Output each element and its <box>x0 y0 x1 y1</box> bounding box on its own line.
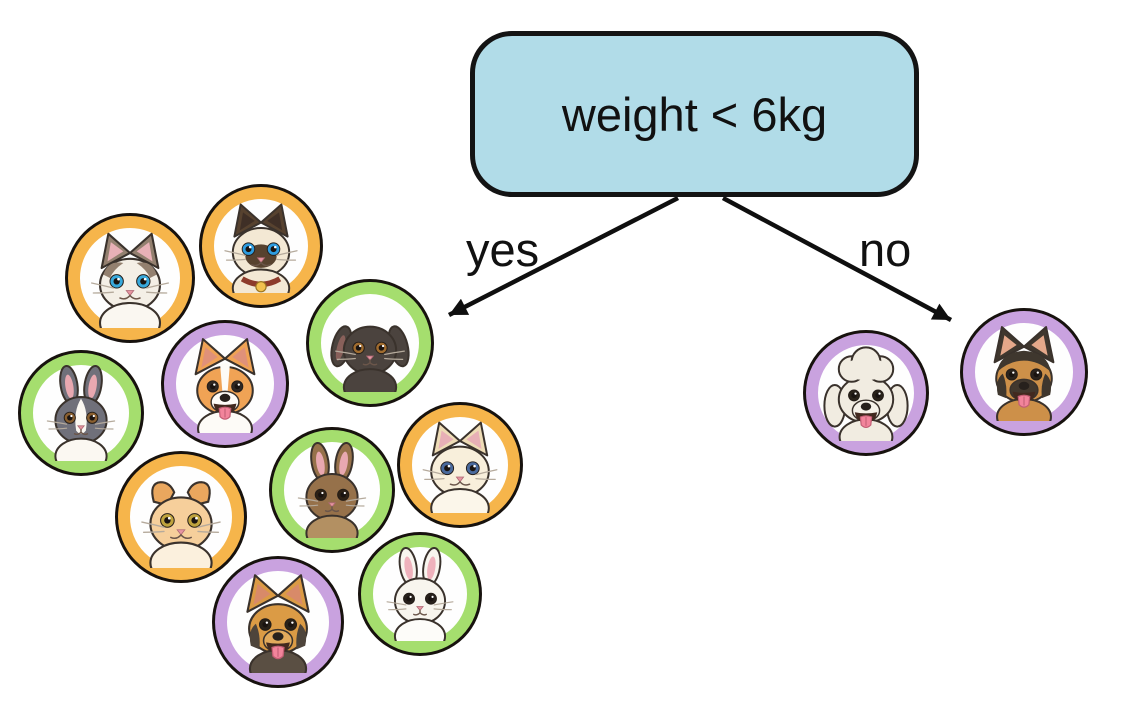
avatar-dutch-rabbit <box>21 353 141 473</box>
white-rabbit-image <box>386 547 454 641</box>
avatar-brown-rabbit <box>272 430 392 550</box>
dutch-rabbit-image <box>46 365 116 461</box>
avatar-scottish-fold-cat <box>118 454 244 580</box>
avatar-white-rabbit <box>361 535 479 653</box>
avatar-black-lop-rabbit <box>309 282 431 404</box>
edge-label-yes: yes <box>466 223 540 276</box>
siamese-cat-image <box>224 203 298 293</box>
avatar-yorkie <box>215 559 341 685</box>
scottish-fold-cat-image <box>141 481 221 568</box>
avatar-siamese-cat <box>202 187 320 305</box>
yorkie-image <box>246 574 310 673</box>
ragdoll-cat-image <box>91 232 169 328</box>
decision-node: weight < 6kg <box>470 31 919 197</box>
no-arrow <box>721 196 953 322</box>
poodle-image <box>823 346 909 441</box>
cream-cat-image <box>422 421 498 513</box>
avatar-poodle <box>806 333 926 453</box>
german-shepherd-image <box>993 326 1055 421</box>
corgi-image <box>194 338 256 433</box>
avatar-corgi <box>164 323 286 445</box>
avatar-german-shepherd <box>963 311 1085 433</box>
decision-node-label: weight < 6kg <box>561 87 828 141</box>
avatar-cream-cat <box>400 405 520 525</box>
avatar-ragdoll-cat <box>68 216 192 340</box>
edge-label-no: no <box>859 223 912 276</box>
black-lop-rabbit-image <box>330 325 410 392</box>
brown-rabbit-image <box>297 442 367 538</box>
